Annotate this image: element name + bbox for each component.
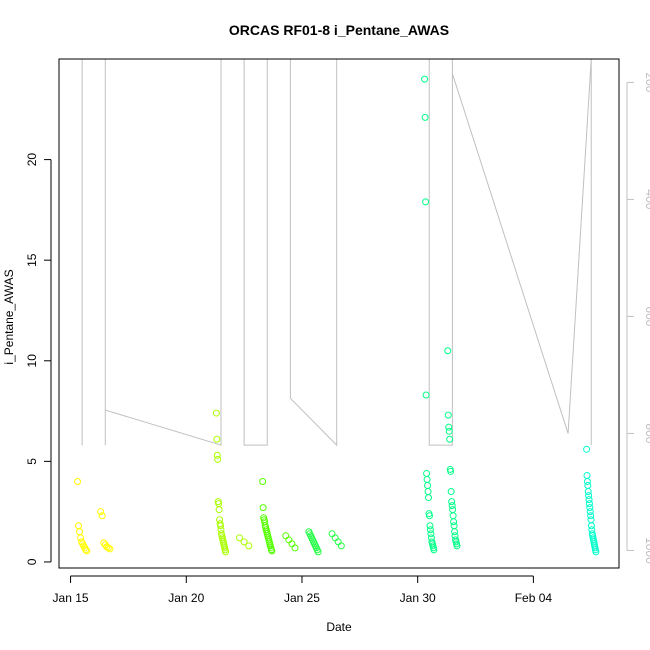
x-tick-label: Jan 25 [284, 591, 320, 605]
data-point [592, 548, 600, 556]
data-point [240, 538, 248, 546]
y2-tick-label: 1000 [643, 537, 650, 564]
x-tick-label: Feb 04 [515, 591, 553, 605]
data-point [77, 534, 85, 542]
y-tick-label: 10 [25, 354, 39, 368]
data-point [106, 545, 114, 553]
data-point [448, 498, 456, 506]
data-point [76, 528, 84, 536]
x-tick-label: Jan 15 [53, 591, 89, 605]
data-point [444, 347, 452, 355]
data-point [425, 512, 433, 520]
secondary-line-layer [81, 58, 592, 447]
data-point [328, 530, 336, 538]
data-point [235, 534, 243, 542]
x-axis-label: Date [326, 620, 352, 634]
data-point [453, 542, 461, 550]
data-point [282, 532, 290, 540]
data-point [288, 540, 296, 548]
data-point [423, 469, 431, 477]
data-point [585, 496, 593, 504]
data-point [587, 512, 595, 520]
data-point [586, 504, 594, 512]
data-point [259, 504, 267, 512]
data-point [215, 506, 223, 514]
data-point [449, 512, 457, 520]
data-point [98, 512, 106, 520]
data-point [222, 548, 230, 556]
data-point [422, 198, 430, 206]
data-point [214, 455, 222, 463]
data-point [75, 522, 83, 530]
y-tick-label: 5 [25, 458, 39, 465]
data-point [424, 482, 432, 490]
data-point [587, 516, 595, 524]
data-point [74, 477, 82, 485]
data-point [421, 113, 429, 121]
data-point [268, 547, 276, 555]
data-point [422, 391, 430, 399]
data-point [212, 409, 220, 417]
data-point [585, 500, 593, 508]
data-point [421, 75, 429, 83]
data-point [291, 544, 299, 552]
data-point [427, 530, 435, 538]
x-tick-label: Jan 30 [400, 591, 436, 605]
data-point [445, 427, 453, 435]
data-point [445, 423, 453, 431]
data-point [446, 435, 454, 443]
data-point [245, 542, 253, 550]
data-point [334, 538, 342, 546]
data-point [259, 477, 267, 485]
y-tick-label: 15 [25, 253, 39, 267]
data-point [447, 488, 455, 496]
y2-tick-label: 200 [643, 72, 650, 92]
data-point [423, 475, 431, 483]
data-point [448, 502, 456, 510]
data-point [587, 522, 595, 530]
data-point [82, 546, 90, 554]
data-point [97, 508, 105, 516]
data-point [424, 488, 432, 496]
data-point [213, 451, 221, 459]
y-tick-label: 0 [25, 558, 39, 565]
axes-layer: Jan 15 Jan 20 Jan 25 Jan 30 Feb 04 0 5 10 15 20 20… [25, 72, 650, 605]
data-point [314, 548, 322, 556]
data-point [425, 494, 433, 502]
data-point [583, 471, 591, 479]
data-point [430, 546, 438, 554]
data-point [583, 445, 591, 453]
data-point [584, 488, 592, 496]
data-point [83, 547, 91, 555]
data-point [583, 477, 591, 485]
y2-tick-label: 600 [643, 306, 650, 326]
data-point [213, 435, 221, 443]
data-point [586, 508, 594, 516]
y2-tick-label: 400 [643, 189, 650, 209]
data-point [451, 528, 459, 536]
x-tick-label: Jan 20 [168, 591, 204, 605]
y2-tick-label: 800 [643, 423, 650, 443]
data-point [584, 482, 592, 490]
data-point [447, 467, 455, 475]
y-tick-label: 20 [25, 153, 39, 167]
data-point [426, 522, 434, 530]
data-point [331, 534, 339, 542]
data-point [450, 522, 458, 530]
data-point [444, 411, 452, 419]
data-point [285, 536, 293, 544]
data-point [585, 492, 593, 500]
data-point [217, 522, 225, 530]
data-point [449, 506, 457, 514]
y-axis-label: i_Pentane_AWAS [2, 269, 16, 364]
data-point [450, 518, 458, 526]
data-point [337, 542, 345, 550]
data-point [426, 526, 434, 534]
chart-title: ORCAS RF01-8 i_Pentane_AWAS [229, 22, 449, 38]
secondary-series-line [81, 58, 592, 447]
scatter-points-layer [74, 75, 600, 556]
plot-frame [58, 58, 620, 569]
data-point [104, 544, 112, 552]
